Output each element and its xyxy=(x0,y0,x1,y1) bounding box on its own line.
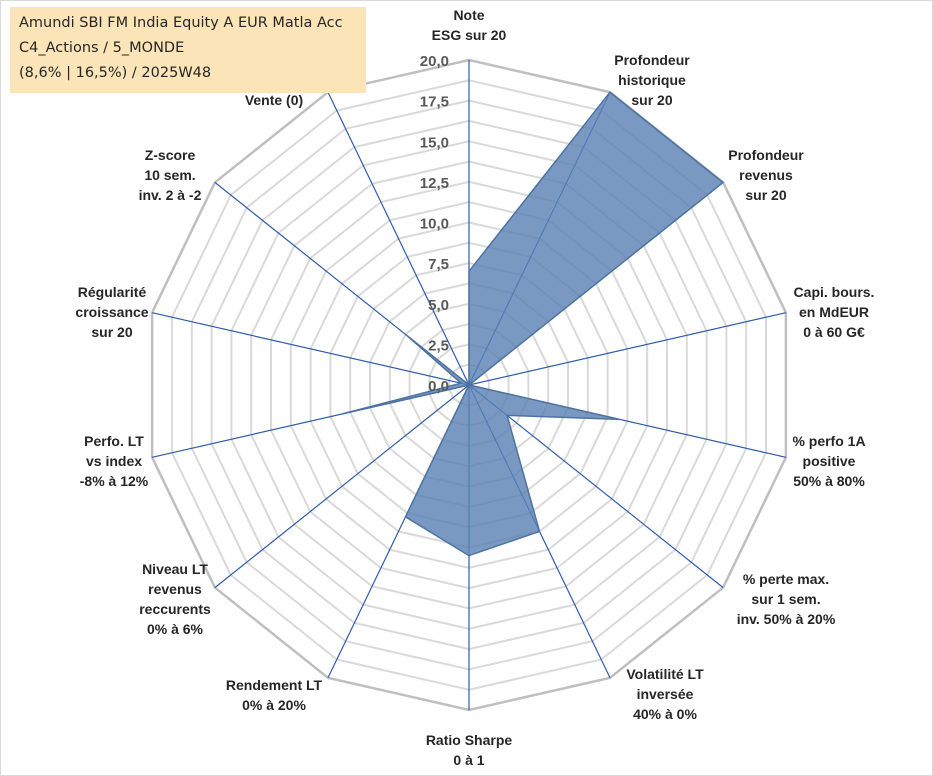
r-tick-label: 20,0 xyxy=(420,53,449,70)
axis-label: Perfo. LT vs index -8% à 12% xyxy=(80,433,149,489)
axis-label: Ratio Sharpe 0 à 1 xyxy=(426,732,513,768)
axis-label: % perte max. sur 1 sem. inv. 50% à 20% xyxy=(737,571,836,627)
r-tick-label: 10,0 xyxy=(420,216,449,233)
r-tick-label: 5,0 xyxy=(428,297,449,314)
axis-label: Note ESG sur 20 xyxy=(432,7,507,43)
axis-spoke xyxy=(214,384,470,589)
axis-label: Profondeur historique sur 20 xyxy=(614,52,690,108)
axis-spoke xyxy=(151,312,470,386)
axis-labels: Note ESG sur 20 Profondeur historique sur 20… xyxy=(75,7,874,768)
radial-tick-labels: 0,0 2,5 5,0 7,5 10,0 12,5 15,0 17,5 20,0 xyxy=(420,53,449,395)
chart-title: Amundi SBI FM India Equity A EUR Matla A… xyxy=(19,15,343,31)
series-area xyxy=(341,91,724,557)
r-tick-label: 2,5 xyxy=(428,337,449,354)
r-tick-label: 0,0 xyxy=(428,378,449,395)
axis-spoke xyxy=(468,312,787,386)
axis-spoke xyxy=(468,384,724,589)
chart-subtitle: C4_Actions / 5_MONDE xyxy=(19,40,185,56)
axis-label: Volatilité LT inversée 40% à 0% xyxy=(626,666,704,722)
axis-label: % perfo 1A positive 50% à 80% xyxy=(792,433,865,489)
axis-spoke xyxy=(327,91,470,386)
axis-label: Z-score 10 sem. inv. 2 à -2 xyxy=(139,147,202,203)
radar-series xyxy=(341,91,724,557)
title-box: Amundi SBI FM India Equity A EUR Matla A… xyxy=(10,7,366,93)
r-tick-label: 17,5 xyxy=(420,94,449,111)
r-tick-label: 15,0 xyxy=(420,134,449,151)
axis-label: Niveau LT revenus reccurents 0% à 6% xyxy=(139,561,211,637)
axis-label: Profondeur revenus sur 20 xyxy=(728,147,804,203)
axis-label: Capi. bours. en MdEUR 0 à 60 G€ xyxy=(794,284,875,340)
chart-subtitle-2: (8,6% | 16,5%) / 2025W48 xyxy=(19,65,212,81)
r-tick-label: 7,5 xyxy=(428,256,449,273)
r-tick-label: 12,5 xyxy=(420,175,449,192)
axis-label: Rendement LT 0% à 20% xyxy=(226,677,323,713)
axis-label: Régularité croissance sur 20 xyxy=(75,284,148,340)
